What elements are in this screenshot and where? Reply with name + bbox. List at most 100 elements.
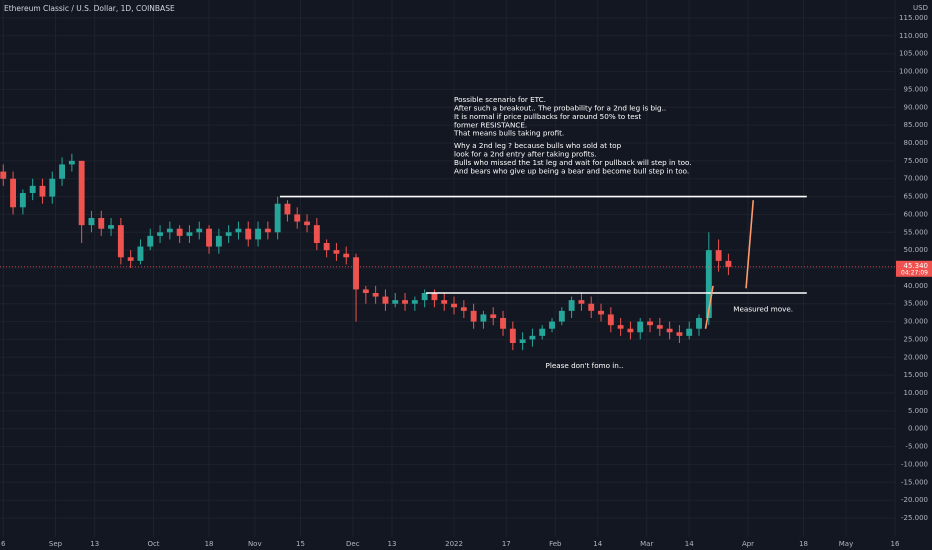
candle-body (627, 328, 634, 333)
trend-line (704, 285, 714, 329)
candle-body (392, 300, 399, 304)
candle-body (264, 228, 271, 233)
x-tick-label: 6 (1, 540, 6, 548)
candle-body (647, 321, 653, 326)
chart-title: Ethereum Classic / U.S. Dollar, 1D, COIN… (4, 4, 175, 13)
candle-body (568, 300, 575, 311)
y-tick-label: 80.000 (904, 139, 929, 147)
last-price-label: 45.340 (904, 262, 929, 270)
y-tick-label: 95.000 (904, 85, 929, 93)
candle-body (725, 260, 732, 267)
candle-body (715, 250, 722, 261)
candle-body (147, 235, 154, 247)
candle-body (402, 300, 408, 304)
annotation-text: Please don't fomo in.. (545, 361, 623, 370)
y-tick-label: 35.000 (904, 300, 929, 308)
candle-body (372, 293, 379, 297)
x-tick-label: Apr (742, 540, 754, 548)
candle-body (509, 328, 516, 343)
y-tick-label: 40.000 (904, 282, 929, 290)
candle-body (500, 318, 506, 329)
candle-body (333, 250, 340, 254)
y-tick-label: 70.000 (904, 175, 929, 183)
candle-body (490, 314, 497, 318)
candle-body (235, 228, 242, 233)
y-tick-label: -10.000 (901, 460, 928, 468)
y-tick-label: -15.000 (901, 478, 928, 486)
annotation-text: Bulls who missed the 1st leg and wait fo… (454, 158, 692, 167)
candle-body (117, 225, 124, 258)
y-tick-label: 5.000 (908, 407, 928, 415)
candle-body (166, 228, 173, 233)
candle-body (451, 303, 457, 308)
candle-body (176, 228, 183, 236)
candle-body (431, 293, 438, 301)
x-tick-label: Feb (549, 540, 562, 548)
annotation-text: Possible scenario for ETC. (454, 95, 546, 104)
annotation-text: Measured move. (733, 304, 793, 313)
candle-body (323, 243, 330, 251)
y-tick-label: 25.000 (904, 335, 929, 343)
y-tick-label: 75.000 (904, 157, 929, 165)
candle-body (186, 232, 193, 236)
candle-body (157, 232, 163, 236)
x-tick-label: May (839, 540, 853, 548)
candle-body (137, 246, 144, 261)
time-axis (0, 537, 932, 550)
candle-body (696, 318, 702, 329)
candle-body (411, 300, 418, 304)
candle-body (274, 203, 281, 233)
candle-body (637, 321, 644, 333)
y-tick-label: -25.000 (901, 514, 928, 522)
y-tick-label: 55.000 (904, 228, 929, 236)
annotation-text: That means bulls taking profit. (453, 129, 564, 138)
candle-body (549, 321, 555, 329)
y-tick-label: 115.000 (899, 14, 928, 22)
candle-body (108, 225, 114, 229)
candle-body (353, 257, 359, 290)
candle-body (225, 232, 232, 236)
candle-body (19, 193, 26, 208)
countdown-label: 04:27:09 (901, 269, 928, 276)
annotation-text: It is normal if price pullbacks for arou… (454, 112, 641, 121)
x-tick-label: Sep (49, 540, 63, 548)
candle-body (362, 289, 369, 293)
x-tick-label: 15 (296, 540, 305, 548)
x-tick-label: 18 (799, 540, 808, 548)
y-tick-label: 10.000 (904, 389, 929, 397)
candles (0, 153, 732, 351)
x-tick-label: 14 (593, 540, 602, 548)
annotation-text: And bears who give up being a bear and b… (454, 166, 689, 175)
candle-body (519, 339, 526, 343)
candle-body (98, 218, 105, 229)
y-tick-label: 30.000 (904, 318, 929, 326)
x-tick-label: Dec (346, 540, 360, 548)
annotation-text: look for a 2nd entry after taking profit… (454, 150, 597, 159)
y-tick-label: 105.000 (899, 50, 928, 58)
x-tick-label: Nov (248, 540, 262, 548)
candle-body (343, 253, 350, 258)
candle-body (39, 185, 46, 197)
x-tick-label: 13 (388, 540, 397, 548)
y-tick-label: 60.000 (904, 210, 929, 218)
candle-body (578, 300, 585, 304)
y-tick-label: -20.000 (901, 496, 928, 504)
candle-body (656, 325, 663, 329)
axis-unit: USD (913, 4, 928, 12)
candle-body (588, 303, 595, 311)
candle-body (284, 203, 291, 215)
y-tick-label: -5.000 (905, 443, 928, 451)
candle-body (313, 225, 320, 243)
candle-body (705, 250, 712, 318)
y-tick-label: 65.000 (904, 193, 929, 201)
candle-body (470, 310, 477, 322)
annotation-text: Why a 2nd leg ? because bulls who sold a… (454, 141, 622, 150)
x-tick-label: Oct (147, 540, 159, 548)
candle-body (558, 310, 565, 322)
candle-body (607, 314, 614, 326)
candle-body (539, 328, 546, 336)
candle-body (441, 300, 448, 304)
